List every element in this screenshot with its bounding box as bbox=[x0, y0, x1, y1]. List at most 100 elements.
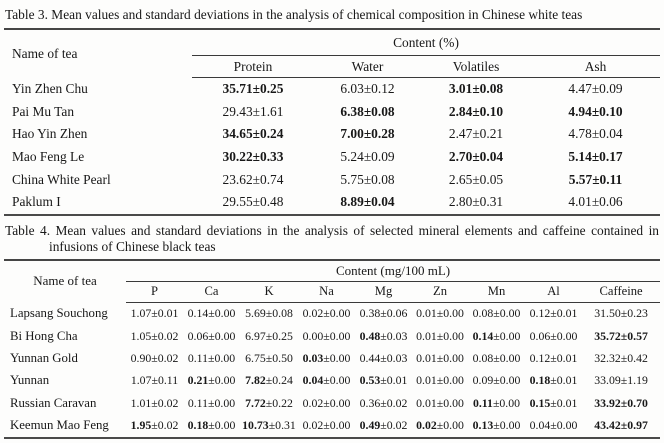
value-cell: 0.21±0.00 bbox=[187, 373, 236, 388]
value-cell: 0.04±0.00 bbox=[529, 418, 578, 433]
value-cell: 0.44±0.03 bbox=[359, 351, 408, 366]
value-cell: 6.38±0.08 bbox=[340, 103, 395, 119]
value-cell: 30.22±0.33 bbox=[222, 149, 284, 165]
value-cell: 33.92±0.70 bbox=[594, 395, 648, 410]
value-cell: 0.08±0.00 bbox=[472, 306, 521, 321]
value-cell: 0.01±0.00 bbox=[416, 306, 464, 321]
column-header-volatiles: Volatiles bbox=[421, 55, 531, 78]
value-cell: 0.09±0.00 bbox=[472, 373, 521, 388]
column-header-protein: Protein bbox=[192, 55, 314, 78]
table-row: Mao Feng Le 30.22±0.33 5.24±0.09 2.70±0.04 5… bbox=[4, 146, 660, 169]
value-cell: 0.13±0.00 bbox=[472, 418, 521, 433]
tea-name-cell: Yunnan bbox=[10, 373, 50, 388]
value-cell: 5.57±0.11 bbox=[568, 171, 623, 187]
value-cell: 0.04±0.00 bbox=[302, 373, 351, 388]
value-cell: 31.50±0.23 bbox=[594, 306, 648, 321]
column-header-zn: Zn bbox=[412, 281, 468, 303]
value-cell: 0.36±0.02 bbox=[359, 395, 408, 410]
value-cell: 0.11±0.00 bbox=[187, 351, 236, 366]
value-cell: 0.02±0.00 bbox=[416, 418, 464, 433]
value-cell: 23.62±0.74 bbox=[222, 171, 284, 187]
value-cell: 0.53±0.01 bbox=[359, 373, 408, 388]
table4-caption-line2: infusions of Chinese black teas bbox=[49, 239, 216, 255]
tea-name-cell: Lapsang Souchong bbox=[10, 306, 108, 320]
table-row: Russian Caravan 1.01±0.02 0.11±0.00 7.72±0.… bbox=[4, 392, 660, 414]
value-cell: 0.38±0.06 bbox=[359, 306, 408, 321]
table-row: Keemun Mao Feng 1.95±0.02 0.18±0.00 10.73±0… bbox=[4, 415, 660, 438]
column-header-na: Na bbox=[298, 281, 355, 303]
value-cell: 0.01±0.00 bbox=[416, 351, 464, 366]
value-cell: 0.90±0.02 bbox=[130, 351, 179, 366]
value-cell: 1.07±0.01 bbox=[130, 306, 179, 321]
table-row: Yunnan Gold 0.90±0.02 0.11±0.00 6.75±0.50 0.… bbox=[4, 347, 660, 369]
value-cell: 0.01±0.00 bbox=[416, 373, 464, 388]
column-header-water: Water bbox=[314, 55, 421, 78]
value-cell: 29.43±1.61 bbox=[222, 103, 284, 119]
value-cell: 0.02±0.00 bbox=[302, 418, 351, 433]
value-cell: 0.06±0.00 bbox=[187, 328, 236, 343]
value-cell: 0.12±0.01 bbox=[529, 351, 578, 366]
value-cell: 29.55±0.48 bbox=[222, 194, 284, 210]
content-group-header: Content (mg/100 mL) bbox=[126, 259, 661, 282]
value-cell: 7.72±0.22 bbox=[245, 395, 293, 410]
value-cell: 35.71±0.25 bbox=[222, 81, 284, 97]
value-cell: 5.14±0.17 bbox=[568, 149, 623, 165]
column-header-mn: Mn bbox=[468, 281, 525, 303]
value-cell: 0.14±0.00 bbox=[187, 306, 236, 321]
value-cell: 2.70±0.04 bbox=[448, 149, 504, 165]
tea-name-cell: Russian Caravan bbox=[10, 395, 97, 410]
table-row: Hao Yin Zhen 34.65±0.24 7.00±0.28 2.47±0.21… bbox=[4, 123, 660, 146]
value-cell: 5.69±0.08 bbox=[245, 306, 293, 321]
column-header-ash: Ash bbox=[531, 55, 661, 78]
value-cell: 0.02±0.00 bbox=[302, 395, 351, 410]
value-cell: 7.82±0.24 bbox=[245, 373, 293, 388]
value-cell: 0.00±0.00 bbox=[302, 328, 351, 343]
value-cell: 43.42±0.97 bbox=[594, 418, 648, 433]
value-cell: 5.24±0.09 bbox=[340, 149, 395, 165]
table4-caption: Table 4. Mean values and standard deviat… bbox=[4, 223, 660, 256]
value-cell: 0.02±0.00 bbox=[302, 306, 351, 321]
value-cell: 0.18±0.01 bbox=[529, 373, 578, 388]
table3-caption: Table 3. Mean values and standard deviat… bbox=[5, 7, 583, 22]
value-cell: 2.65±0.05 bbox=[448, 171, 504, 187]
value-cell: 4.94±0.10 bbox=[568, 103, 623, 119]
tea-name-cell: Paklum I bbox=[12, 194, 61, 210]
table-row: Paklum I 29.55±0.48 8.89±0.04 2.80±0.31 4.01… bbox=[4, 191, 660, 215]
table-row: Yunnan 1.07±0.11 0.21±0.00 7.82±0.24 0.04±0.… bbox=[4, 370, 660, 392]
tea-name-cell: Pai Mu Tan bbox=[12, 103, 75, 119]
value-cell: 3.01±0.08 bbox=[448, 81, 504, 97]
table-row: China White Pearl 23.62±0.74 5.75±0.08 2.65… bbox=[4, 168, 660, 191]
tea-name-cell: Keemun Mao Feng bbox=[10, 418, 109, 433]
table-row: Pai Mu Tan 29.43±1.61 6.38±0.08 2.84±0.10 4.… bbox=[4, 101, 660, 124]
value-cell: 1.05±0.02 bbox=[130, 328, 179, 343]
value-cell: 5.75±0.08 bbox=[340, 171, 395, 187]
name-of-tea-header: Name of tea bbox=[12, 45, 78, 61]
column-header-k: K bbox=[240, 281, 298, 303]
value-cell: 1.07±0.11 bbox=[130, 373, 179, 388]
tea-name-cell: Mao Feng Le bbox=[12, 149, 85, 165]
tea-name-cell: Yunnan Gold bbox=[10, 351, 78, 366]
value-cell: 6.75±0.50 bbox=[245, 351, 293, 366]
name-of-tea-header: Name of tea bbox=[33, 273, 97, 289]
value-cell: 0.08±0.00 bbox=[472, 351, 521, 366]
content-group-header: Content (%) bbox=[192, 29, 661, 56]
value-cell: 0.14±0.00 bbox=[472, 328, 521, 343]
value-cell: 32.32±0.42 bbox=[594, 351, 648, 366]
value-cell: 0.03±0.00 bbox=[302, 351, 351, 366]
column-header-al: Al bbox=[525, 281, 582, 303]
value-cell: 35.72±0.57 bbox=[594, 328, 648, 343]
tea-name-cell: Yin Zhen Chu bbox=[12, 81, 88, 97]
value-cell: 4.01±0.06 bbox=[568, 194, 623, 210]
table4-black-teas: Name of tea Content (mg/100 mL) P Ca K Na Mg Zn… bbox=[4, 258, 661, 439]
value-cell: 2.47±0.21 bbox=[448, 126, 504, 142]
value-cell: 0.11±0.00 bbox=[472, 395, 521, 410]
column-header-ca: Ca bbox=[183, 281, 240, 303]
table-row: Yin Zhen Chu 35.71±0.25 6.03±0.12 3.01±0.08… bbox=[4, 78, 660, 101]
table3-white-teas: Name of tea Content (%) Protein Water Volati… bbox=[4, 28, 661, 216]
value-cell: 1.95±0.02 bbox=[130, 418, 179, 433]
value-cell: 0.48±0.03 bbox=[359, 328, 408, 343]
tea-name-cell: Bi Hong Cha bbox=[10, 328, 78, 343]
value-cell: 7.00±0.28 bbox=[340, 126, 395, 142]
value-cell: 4.47±0.09 bbox=[568, 81, 623, 97]
